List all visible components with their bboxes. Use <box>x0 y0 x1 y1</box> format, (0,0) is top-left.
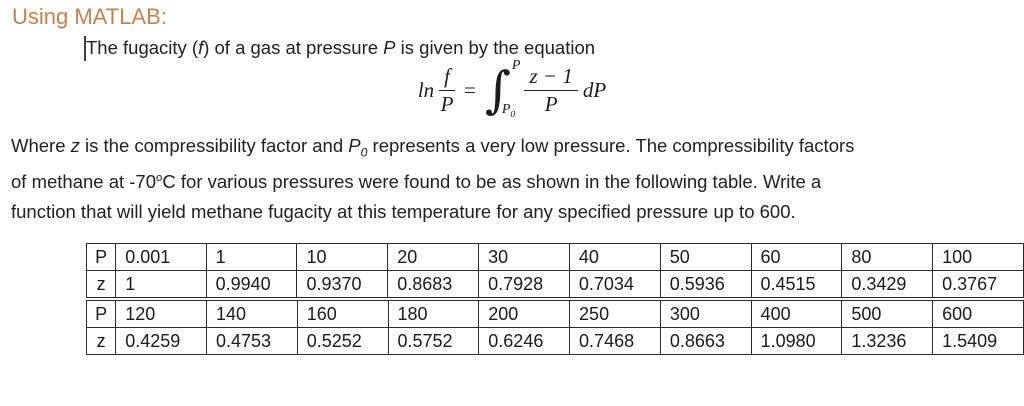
paragraph-text: is the compressibility factor and <box>79 135 349 156</box>
value-cell: 1 <box>115 270 207 298</box>
paragraph-text: represents a very low pressure. The comp… <box>367 135 855 156</box>
variable-p: P <box>383 37 396 58</box>
eq-fraction-f-over-p: f P <box>439 64 456 116</box>
eq-numerator: z − 1 <box>524 64 578 91</box>
eq-differential: dP <box>582 77 607 102</box>
eq-ln: ln <box>417 77 435 102</box>
eq-upper-limit: P <box>511 58 521 73</box>
value-cell: 500 <box>841 300 934 328</box>
intro-sentence: The fugacity (f) of a gas at pressure P … <box>86 37 595 59</box>
paragraph-text: of methane at -70 <box>11 171 157 193</box>
value-cell: 0.6246 <box>478 327 571 355</box>
value-cell: 10 <box>296 243 389 271</box>
eq-lower-limit: P0 <box>502 102 515 120</box>
variable-z: z <box>70 135 80 156</box>
eq-equals-sign: = <box>464 77 476 102</box>
value-cell: 300 <box>659 300 752 328</box>
variable-p0: P0 <box>348 135 367 160</box>
variable-p0-sub: 0 <box>360 145 368 160</box>
row-label-cell: z <box>85 270 117 298</box>
eq-integral: ∫ P P0 <box>485 57 521 123</box>
value-cell: 600 <box>932 300 1024 328</box>
value-cell: 0.001 <box>115 243 207 271</box>
value-cell: 80 <box>841 243 934 271</box>
value-cell: 30 <box>478 243 570 271</box>
value-cell: 0.3767 <box>932 270 1024 298</box>
paragraph-text: Where <box>11 135 71 156</box>
value-cell: 0.5936 <box>659 270 752 298</box>
eq-denominator: P <box>440 91 454 116</box>
value-cell: 0.7928 <box>478 270 570 298</box>
eq-denominator: P <box>544 91 558 116</box>
value-cell: 250 <box>569 300 661 328</box>
eq-integral-limits: P P0 <box>502 57 521 123</box>
row-label-cell: P <box>85 243 117 271</box>
value-cell: 180 <box>387 300 480 328</box>
compressibility-table-2: P 120 140 160 180 200 250 300 400 500 600 z 0.4259 0.… <box>85 300 1024 355</box>
value-cell: 50 <box>659 243 752 271</box>
value-cell: 0.9940 <box>205 270 298 298</box>
value-cell: 1.3236 <box>841 327 934 355</box>
page-title: Using MATLAB: <box>12 4 167 29</box>
value-cell: 60 <box>750 243 843 271</box>
value-cell: 0.4259 <box>115 327 207 355</box>
paragraph-line-1: Where z is the compressibility factor an… <box>11 129 854 162</box>
body-paragraph: Where z is the compressibility factor an… <box>11 129 854 228</box>
paragraph-text: C for various pressures were found to be… <box>162 171 822 193</box>
value-cell: 0.8663 <box>659 327 752 355</box>
value-cell: 20 <box>387 243 480 271</box>
table-row: z 0.4259 0.4753 0.5252 0.5752 0.6246 0.7468 0.8… <box>85 327 1024 355</box>
intro-text: The fugacity ( <box>86 37 199 58</box>
value-cell: 0.4753 <box>205 327 298 355</box>
variable-p0-base: P <box>348 135 361 156</box>
table-row: P 0.001 1 10 20 30 40 50 60 80 100 <box>85 243 1024 271</box>
intro-text: is given by the equation <box>395 37 596 58</box>
degree-superscript: o <box>156 172 163 184</box>
value-cell: 0.7034 <box>568 270 661 298</box>
value-cell: 0.9370 <box>296 270 389 298</box>
row-label-cell: z <box>85 327 117 355</box>
value-cell: 120 <box>115 300 207 328</box>
integral-icon: ∫ <box>484 61 511 119</box>
intro-text: ) of a gas at pressure <box>203 37 384 58</box>
value-cell: 140 <box>205 300 298 328</box>
value-cell: 40 <box>568 243 661 271</box>
eq-lower-limit-base: P <box>501 102 511 118</box>
value-cell: 200 <box>478 300 571 328</box>
paragraph-line-2: of methane at -70oC for various pressure… <box>11 162 854 195</box>
value-cell: 100 <box>932 243 1024 271</box>
value-cell: 0.5252 <box>296 327 389 355</box>
eq-fraction-z-minus-1-over-p: z − 1 P <box>524 64 578 116</box>
value-cell: 400 <box>750 300 843 328</box>
text-cursor <box>84 36 86 61</box>
table-row: z 1 0.9940 0.9370 0.8683 0.7928 0.7034 0.5936 0.… <box>85 270 1024 298</box>
value-cell: 1 <box>205 243 298 271</box>
table-row: P 120 140 160 180 200 250 300 400 500 600 <box>85 300 1024 328</box>
value-cell: 1.0980 <box>750 327 843 355</box>
value-cell: 0.7468 <box>569 327 661 355</box>
value-cell: 160 <box>296 300 389 328</box>
row-label-cell: P <box>85 300 117 328</box>
value-cell: 0.5752 <box>387 327 480 355</box>
paragraph-line-3: function that will yield methane fugacit… <box>11 201 796 222</box>
value-cell: 0.8683 <box>387 270 480 298</box>
value-cell: 0.3429 <box>841 270 934 298</box>
value-cell: 1.5409 <box>932 327 1024 355</box>
value-cell: 0.4515 <box>750 270 843 298</box>
eq-lower-limit-sub: 0 <box>510 110 516 120</box>
compressibility-table-1: P 0.001 1 10 20 30 40 50 60 80 100 z 1 0.9940 0.9370 0.… <box>85 243 1024 298</box>
fugacity-equation: ln f P = ∫ P P0 z − 1 P dP <box>0 54 1024 126</box>
variable-f: f <box>198 37 204 58</box>
eq-numerator: f <box>439 64 456 91</box>
compressibility-tables: P 0.001 1 10 20 30 40 50 60 80 100 z 1 0.9940 0.9370 0.… <box>85 243 1024 355</box>
